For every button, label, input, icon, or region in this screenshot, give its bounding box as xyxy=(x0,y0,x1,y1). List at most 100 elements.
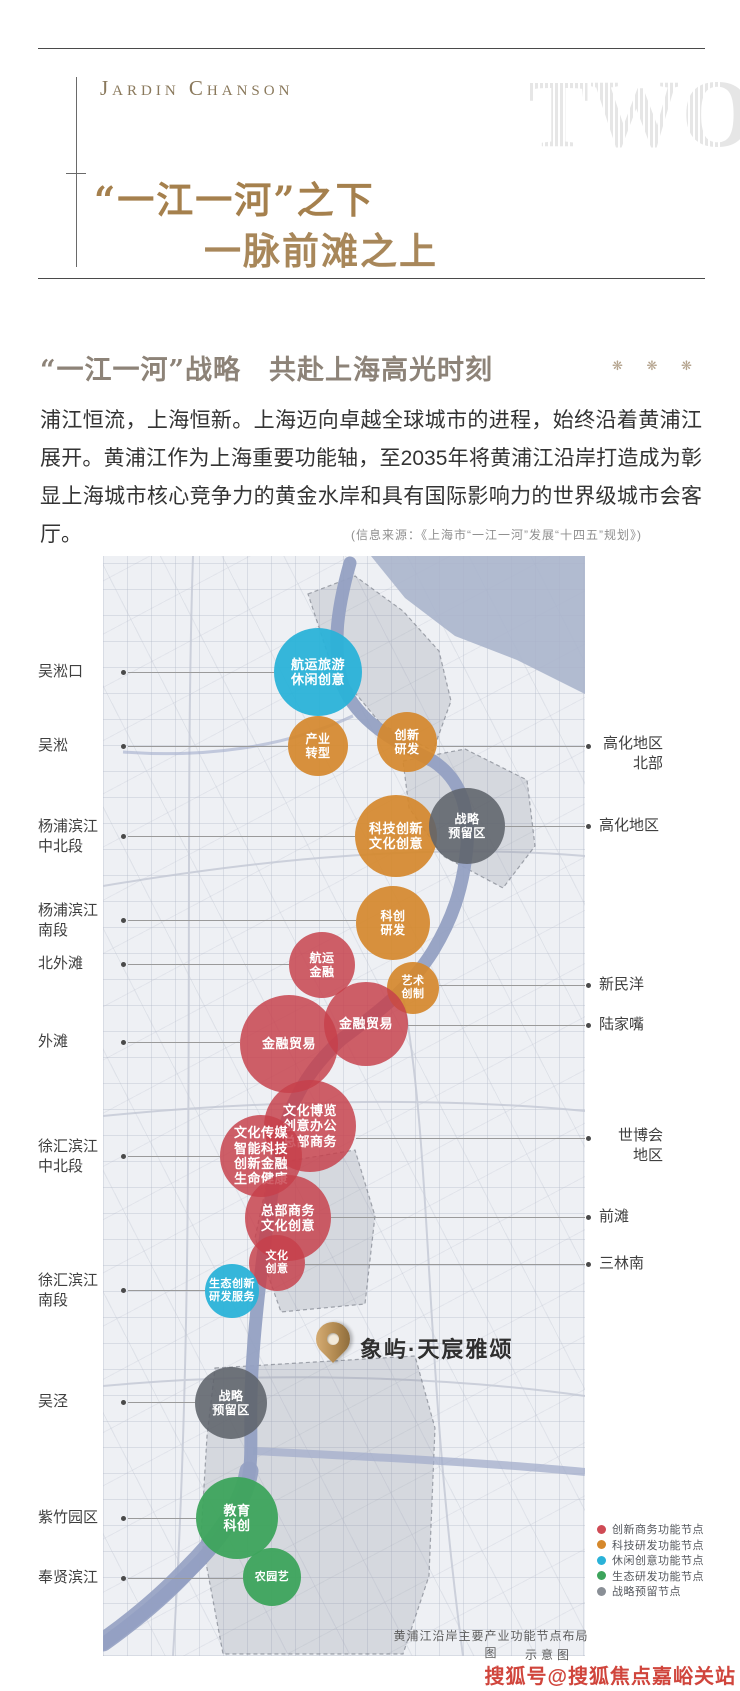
map-label-right: 高化地区 北部 xyxy=(602,735,663,772)
connector-line xyxy=(505,826,585,827)
connector-line xyxy=(128,836,355,837)
legend-item: 生态研发功能节点 xyxy=(597,1568,704,1584)
legend-dot-icon xyxy=(597,1524,606,1534)
pin-hole xyxy=(324,1330,342,1348)
map-node-label: 文化创意 xyxy=(260,1218,315,1233)
legend-label: 生态研发功能节点 xyxy=(612,1570,704,1583)
map-node-label: 金融贸易 xyxy=(338,1016,393,1032)
major-roads xyxy=(103,556,585,1656)
map-label-left: 杨浦滨江 中北段 xyxy=(38,818,99,855)
legend-dot-icon xyxy=(597,1571,606,1580)
map-node: 战略 预留区 xyxy=(429,788,505,864)
map-node-label: 转型 xyxy=(305,746,331,760)
map-node-label: 文化 xyxy=(265,1250,289,1263)
connector-dot xyxy=(121,1154,126,1159)
map-node-label: 创意办公 xyxy=(282,1118,337,1134)
hero-title-line1: “一江一河”之下 xyxy=(94,178,375,222)
map-node: 创新 研发 xyxy=(377,712,437,772)
connector-line xyxy=(128,1518,196,1519)
map-label-left: 奉贤滨江 xyxy=(38,1569,99,1586)
map-node-label: 科技创新 xyxy=(368,820,423,836)
map-label-right: 前滩 xyxy=(599,1208,630,1225)
map-label-left: 徐汇滨江 中北段 xyxy=(38,1138,99,1175)
map-node-label: 创意 xyxy=(265,1263,289,1275)
connector-dot xyxy=(586,1262,591,1267)
connector-line xyxy=(437,746,585,747)
map-caption: 黄浦江沿岸主要产业功能节点布局图 xyxy=(393,1629,589,1660)
connector-dot xyxy=(586,1023,591,1028)
tributary-east xyxy=(252,1447,585,1476)
map-label-right: 陆家嘴 xyxy=(599,1016,645,1033)
map-label-left: 吴淞口 xyxy=(38,663,84,680)
legend-item: 休闲创意功能节点 xyxy=(597,1552,704,1568)
section-body-paragraph: 浦江恒流，上海恒新。上海迈向卓越全球城市的进程，始终沿着黄浦江展开。黄浦江作为上… xyxy=(40,409,702,546)
legend-label: 战略预留节点 xyxy=(612,1586,681,1598)
connector-line xyxy=(128,964,289,965)
map-label-left: 外滩 xyxy=(38,1033,69,1050)
legend-dot-icon xyxy=(597,1540,606,1549)
connector-line xyxy=(408,1025,585,1026)
map-node: 战略 预留区 xyxy=(195,1367,267,1439)
map-node: 农园艺 xyxy=(243,1548,301,1606)
map-node: 航运旅游 休闲创意 xyxy=(274,628,362,716)
connector-dot xyxy=(121,670,126,675)
legend-item: 创新商务功能节点 xyxy=(597,1521,704,1537)
connector-line xyxy=(128,1290,205,1291)
map-node-label: 航运 xyxy=(309,950,335,965)
connector-line xyxy=(128,920,356,921)
map-node-label: 教育 xyxy=(223,1502,251,1518)
connector-dot xyxy=(121,1288,126,1293)
map-node: 教育 科创 xyxy=(196,1477,278,1559)
map-node: 航运 金融 xyxy=(289,932,355,998)
legend-label: 创新商务功能节点 xyxy=(612,1524,704,1536)
connector-dot xyxy=(121,1400,126,1405)
map-node-label: 科创 xyxy=(223,1518,251,1533)
section-number-word: TWO xyxy=(528,60,740,167)
connector-line xyxy=(128,1402,195,1403)
map-label-right: 高化地区 xyxy=(599,817,660,834)
source-note: (信息来源：《上海市“一江一河”发展“十四五”规划》) xyxy=(351,528,642,542)
map-label-left: 紫竹园区 xyxy=(38,1509,99,1526)
connector-dot xyxy=(121,834,126,839)
connector-line xyxy=(128,746,288,747)
connector-line xyxy=(128,1578,243,1579)
connector-dot xyxy=(586,1215,591,1220)
map-node-label: 科创 xyxy=(380,908,406,923)
map-node-label: 战略 xyxy=(218,1388,244,1403)
legend-label: 休闲创意功能节点 xyxy=(612,1555,704,1567)
connector-dot xyxy=(586,1136,591,1141)
connector-line xyxy=(128,672,274,673)
map-label-left: 吴泾 xyxy=(38,1393,69,1410)
map-node-label: 文化创意 xyxy=(368,836,423,851)
map-node-label: 农园艺 xyxy=(254,1570,290,1583)
map-node-label: 研发服务 xyxy=(209,1291,255,1303)
map-node-label: 航运旅游 xyxy=(290,656,345,672)
legend-item: 战略预留节点 xyxy=(597,1583,681,1599)
connector-line xyxy=(305,1264,585,1265)
connector-dot xyxy=(121,1516,126,1521)
map-node-label: 战略 xyxy=(454,811,480,826)
top-rule xyxy=(38,48,705,49)
connector-line xyxy=(356,1138,585,1139)
map-node-label: 休闲创意 xyxy=(290,672,345,687)
decorative-vertical-line xyxy=(76,77,77,267)
legend-item: 科技研发功能节点 xyxy=(597,1537,704,1553)
bottom-rule xyxy=(38,278,705,279)
connector-dot xyxy=(121,918,126,923)
brand-logotype: Jardin Chanson xyxy=(100,76,294,100)
project-name-label: 象屿·天宸雅颂 xyxy=(360,1337,514,1362)
map-node-label: 文化博览 xyxy=(282,1103,337,1118)
map-node: 金融贸易 xyxy=(324,982,408,1066)
connector-dot xyxy=(586,983,591,988)
hero-title-line2: 一脉前滩之上 xyxy=(204,229,438,273)
legend-dot-icon xyxy=(597,1555,606,1565)
map-caption-note: 示意图 xyxy=(524,1648,573,1662)
map-node-label: 研发 xyxy=(394,742,420,756)
map-node-label: 艺术 xyxy=(401,975,425,988)
map-node-label: 金融贸易 xyxy=(261,1036,316,1052)
map-node-label: 文化传媒 xyxy=(233,1125,288,1141)
connector-line xyxy=(128,1042,240,1043)
connector-dot xyxy=(121,1040,126,1045)
decorative-tick xyxy=(66,173,86,174)
